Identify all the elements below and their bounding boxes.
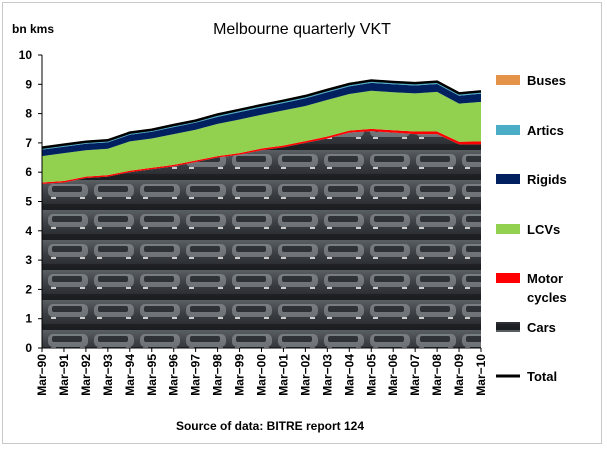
legend-label-total: Total — [527, 369, 557, 384]
y-tick-label: 3 — [25, 253, 32, 267]
legend-label-buses: Buses — [527, 73, 566, 88]
x-tick-label: Mar−03 — [320, 354, 334, 396]
y-axis-ticks: 0 1 2 3 4 5 6 7 8 9 10 — [19, 48, 42, 355]
legend: Buses Artics Rigids LCVs Motor cycles Cars Tota… — [496, 73, 567, 384]
legend-label-rigids: Rigids — [527, 172, 567, 187]
legend-swatch-rigids — [496, 174, 520, 184]
x-tick-label: Mar−91 — [57, 354, 71, 396]
x-tick-label: Mar−97 — [189, 354, 203, 396]
legend-swatch-lcvs — [496, 224, 520, 234]
y-tick-label: 6 — [25, 165, 32, 179]
y-tick-label: 8 — [25, 107, 32, 121]
x-tick-label: Mar−95 — [145, 354, 159, 396]
x-tick-label: Mar−93 — [101, 354, 115, 396]
x-tick-label: Mar−00 — [255, 354, 269, 396]
legend-label-line: Motor — [527, 271, 563, 286]
x-tick-label: Mar−99 — [233, 354, 247, 396]
y-tick-label: 0 — [25, 341, 32, 355]
x-tick-label: Mar−10 — [474, 354, 488, 396]
y-tick-label: 2 — [25, 282, 32, 296]
legend-swatch-buses — [496, 75, 520, 85]
x-tick-label: Mar−92 — [79, 354, 93, 396]
y-tick-label: 9 — [25, 77, 32, 91]
y-tick-label: 4 — [25, 224, 32, 238]
area-cars — [42, 131, 481, 348]
x-tick-label: Mar−04 — [342, 354, 356, 396]
legend-swatch-motor-cycles — [496, 273, 520, 283]
x-tick-label: Mar−07 — [408, 354, 422, 396]
x-tick-label: Mar−98 — [211, 354, 225, 396]
legend-label-artics: Artics — [527, 123, 564, 138]
area-rigids — [42, 82, 481, 157]
x-tick-label: Mar−05 — [364, 354, 378, 396]
legend-label-motor-cycles: Motor cycles — [527, 271, 567, 305]
legend-label-line: cycles — [527, 290, 567, 305]
y-tick-label: 10 — [19, 48, 33, 62]
x-tick-label: Mar−09 — [452, 354, 466, 396]
legend-swatch-cars — [496, 322, 520, 332]
y-tick-label: 5 — [25, 195, 32, 209]
series-line-total — [41, 79, 482, 149]
x-tick-label: Mar−90 — [35, 354, 49, 396]
x-tick-label: Mar−96 — [167, 354, 181, 396]
y-axis-label: bn kms — [12, 22, 54, 36]
area-lcvs — [42, 90, 481, 183]
legend-label-cars: Cars — [527, 320, 556, 335]
x-tick-label: Mar−08 — [430, 354, 444, 396]
source-note: Source of data: BITRE report 124 — [176, 419, 364, 433]
legend-swatch-artics — [496, 125, 520, 135]
plot-area — [41, 55, 482, 349]
x-tick-label: Mar−02 — [298, 354, 312, 396]
x-axis-ticks: Mar−90 Mar−91 Mar−92 Mar−93 Mar−94 Mar−95 Mar−… — [35, 348, 488, 396]
chart-title: Melbourne quarterly VKT — [213, 21, 391, 38]
legend-label-lcvs: LCVs — [527, 222, 560, 237]
y-tick-label: 7 — [25, 136, 32, 150]
x-tick-label: Mar−94 — [123, 354, 137, 396]
y-tick-label: 1 — [25, 312, 32, 326]
x-tick-label: Mar−01 — [276, 354, 290, 396]
x-tick-label: Mar−06 — [386, 354, 400, 396]
chart-frame — [2, 2, 602, 444]
